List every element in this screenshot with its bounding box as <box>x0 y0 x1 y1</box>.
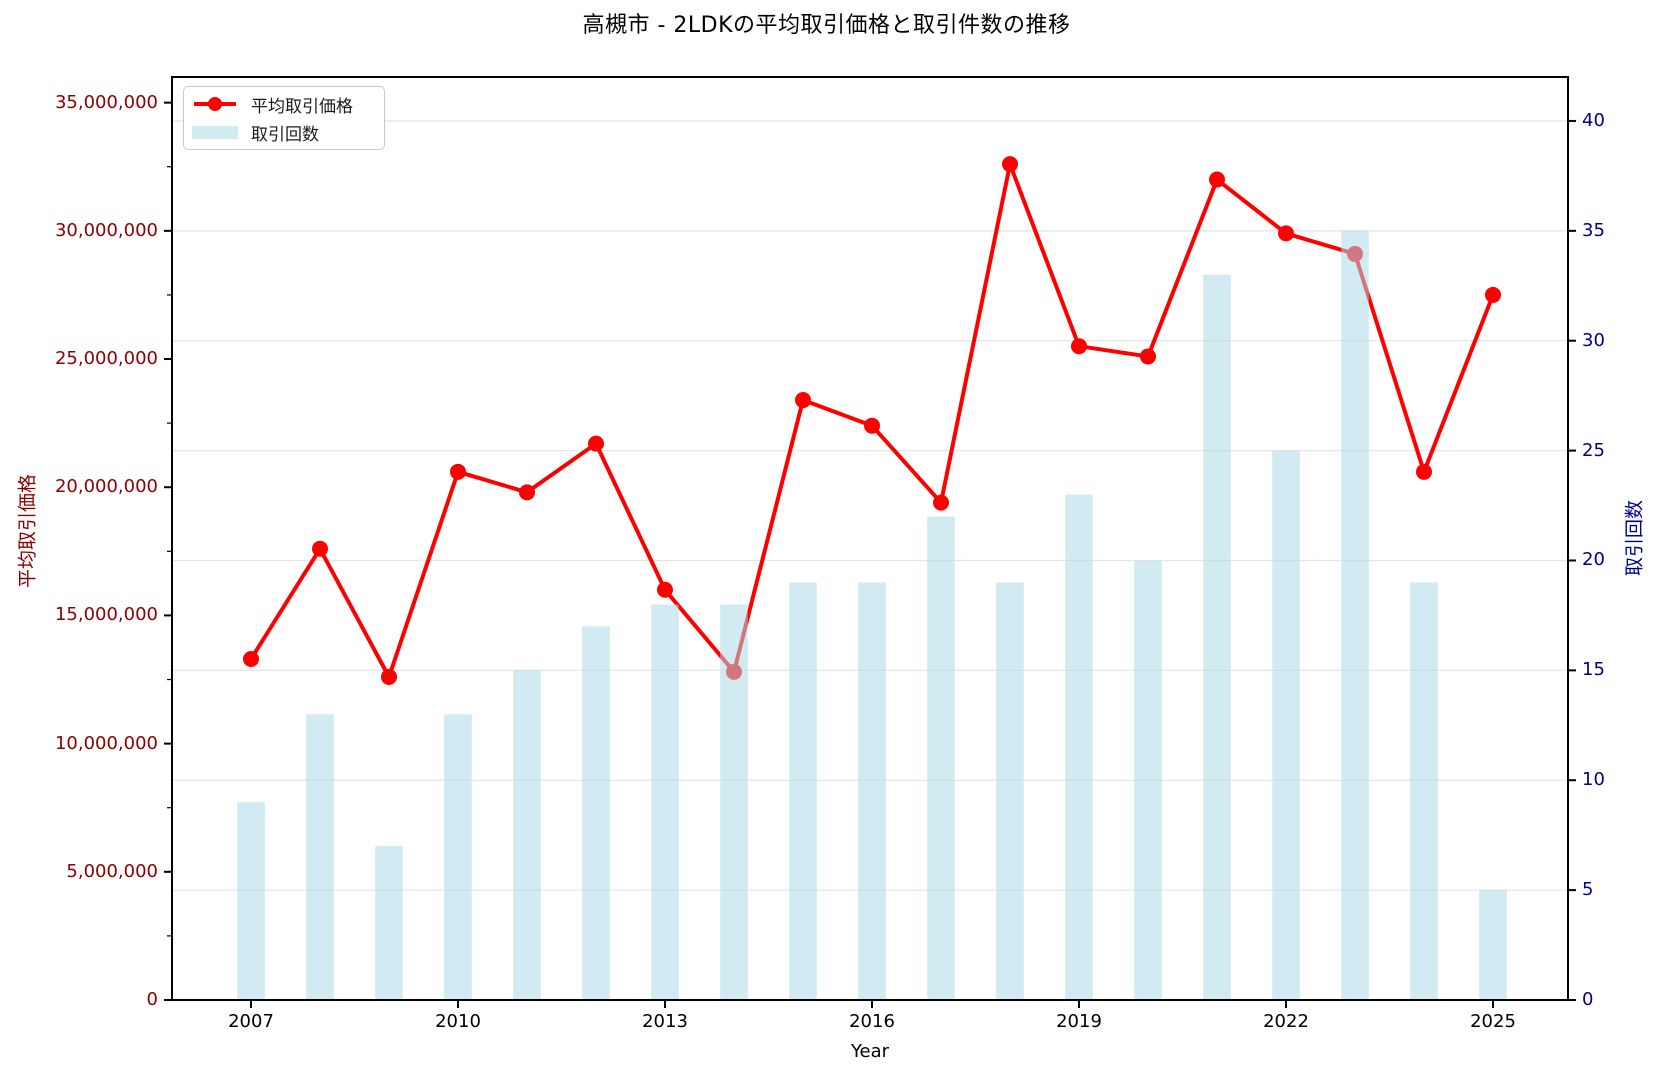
y-left-tick-label: 35,000,000 <box>54 91 158 113</box>
legend-line-marker-icon <box>194 97 236 111</box>
price-marker <box>312 540 328 557</box>
y-left-tick-label: 20,000,000 <box>54 476 158 498</box>
price-marker <box>1278 225 1294 242</box>
count-bar <box>1272 450 1300 1001</box>
count-bar <box>927 516 955 1000</box>
count-bar <box>1203 274 1231 1000</box>
x-tick-label: 2013 <box>642 1011 688 1032</box>
legend-price-label: 平均取引価格 <box>251 96 353 117</box>
count-bar <box>789 582 817 1000</box>
count-bar <box>444 714 472 1000</box>
x-tick-label: 2016 <box>849 1011 895 1032</box>
count-bar <box>1134 560 1162 1000</box>
price-marker <box>933 494 949 511</box>
y-right-tick-label: 15 <box>1582 659 1605 681</box>
legend-item-count: 取引回数 <box>184 119 384 145</box>
y-right-tick-label: 25 <box>1582 439 1605 461</box>
count-bar <box>858 582 886 1000</box>
count-bar <box>237 802 265 1000</box>
y-left-tick-label: 10,000,000 <box>54 732 158 754</box>
price-marker <box>1485 286 1501 303</box>
y-axis-label-right: 取引回数 <box>1623 499 1646 577</box>
count-bar <box>651 604 679 1000</box>
count-bar <box>996 582 1024 1000</box>
x-tick-label: 2025 <box>1470 1011 1516 1032</box>
price-marker <box>1071 338 1087 355</box>
price-marker <box>243 651 259 668</box>
price-marker <box>588 435 604 452</box>
legend-count-label: 取引回数 <box>251 124 319 145</box>
y-right-tick-label: 30 <box>1582 329 1605 351</box>
y-left-tick-label: 30,000,000 <box>54 219 158 241</box>
count-bar <box>582 626 610 1000</box>
legend-bar-swatch-icon <box>192 125 238 139</box>
legend-item-price: 平均取引価格 <box>184 91 384 117</box>
x-tick-label: 2007 <box>228 1011 274 1032</box>
price-marker <box>519 484 535 501</box>
price-marker <box>657 581 673 598</box>
y-left-tick-label: 0 <box>146 989 158 1010</box>
count-bar <box>513 670 541 1000</box>
count-bar <box>1341 230 1369 1001</box>
price-marker <box>1416 463 1432 480</box>
price-marker <box>864 417 880 434</box>
y-right-tick-label: 0 <box>1582 989 1594 1010</box>
price-marker <box>450 463 466 480</box>
price-marker <box>1140 348 1156 365</box>
count-bar <box>1479 890 1507 1000</box>
chart-title: 高槻市 - 2LDKの平均取引価格と取引件数の推移 <box>582 13 1071 38</box>
y-right-tick-label: 40 <box>1582 109 1605 131</box>
legend: 平均取引価格 取引回数 <box>183 86 385 150</box>
count-bar <box>306 714 334 1000</box>
x-tick-label: 2019 <box>1056 1011 1102 1032</box>
price-marker <box>795 392 811 409</box>
plot-border <box>171 76 1569 1001</box>
count-bar <box>1065 494 1093 1000</box>
price-marker <box>1209 171 1225 188</box>
count-bar <box>720 604 748 1000</box>
y-axis-label-left: 平均取引価格 <box>16 473 39 589</box>
y-left-tick-label: 15,000,000 <box>54 604 158 626</box>
y-right-tick-label: 20 <box>1582 549 1605 571</box>
y-right-tick-label: 5 <box>1582 879 1594 901</box>
y-right-tick-label: 35 <box>1582 219 1605 241</box>
x-tick-label: 2022 <box>1263 1011 1309 1032</box>
y-left-tick-label: 25,000,000 <box>54 348 158 370</box>
x-tick-label: 2010 <box>435 1011 481 1032</box>
count-bar <box>1410 582 1438 1000</box>
y-right-tick-label: 10 <box>1582 769 1605 791</box>
price-marker <box>381 668 397 685</box>
count-bar <box>375 846 403 1000</box>
price-marker <box>1002 156 1018 173</box>
x-axis-label: Year <box>850 1041 890 1062</box>
y-left-tick-label: 5,000,000 <box>66 860 158 882</box>
